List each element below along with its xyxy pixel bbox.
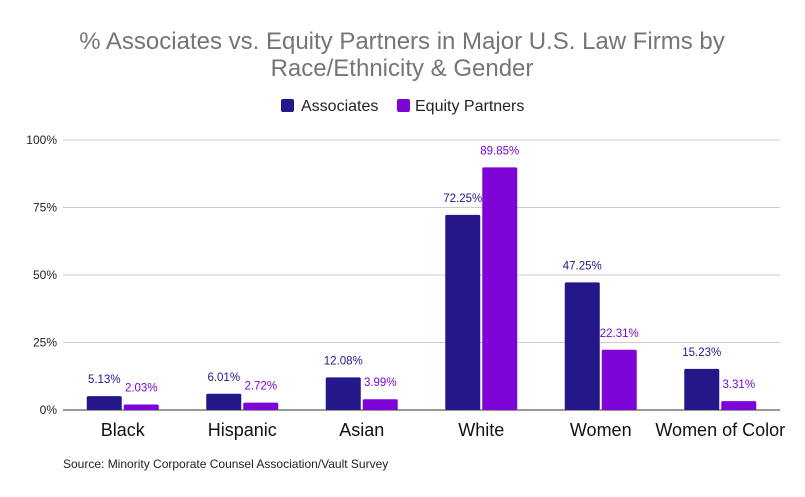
legend-swatch-equity-partners <box>397 99 410 112</box>
bar-equity-partners-black <box>123 404 159 410</box>
bar-equity-partners-hispanic <box>243 402 279 410</box>
data-label-equity-partners-black: 2.03% <box>125 383 158 395</box>
data-label-associates-black: 5.13% <box>88 374 121 386</box>
y-axis-ticks: 0% 25% 50% 75% 100% <box>26 133 57 417</box>
y-tick-label: 0% <box>40 403 58 417</box>
bar-equity-partners-white <box>482 167 518 410</box>
legend-swatch-associates <box>281 99 294 112</box>
y-tick-label: 100% <box>26 133 57 147</box>
bar-associates-black <box>86 396 122 410</box>
x-tick-label: White <box>458 420 504 440</box>
chart-title-line-2: Race/Ethnicity & Gender <box>271 55 534 82</box>
y-tick-label: 75% <box>33 201 57 215</box>
bar-equity-partners-asian <box>362 399 398 410</box>
gridlines <box>63 139 780 411</box>
data-label-associates-white: 72.25% <box>443 193 482 205</box>
legend-label-equity-partners: Equity Partners <box>415 98 524 115</box>
data-label-associates-women-of-color: 15.23% <box>682 347 721 359</box>
bar-associates-asian <box>325 377 361 410</box>
data-label-equity-partners-women: 22.31% <box>600 328 639 340</box>
x-tick-label: Women <box>570 420 632 440</box>
data-labels: 5.13% 2.03% 6.01% 2.72% 12.08%3.99% 72.25% 89.… <box>88 145 755 394</box>
x-tick-label: Black <box>101 420 146 440</box>
legend: Associates Equity Partners <box>281 98 524 115</box>
x-tick-label: Hispanic <box>208 420 277 440</box>
x-tick-label: Asian <box>339 420 384 440</box>
data-label-equity-partners-asian: 3.99% <box>364 377 397 389</box>
data-label-equity-partners-women-of-color: 3.31% <box>722 379 755 391</box>
data-label-equity-partners-white: 89.85% <box>480 145 519 157</box>
legend-label-associates: Associates <box>301 98 378 115</box>
bars <box>86 167 757 410</box>
x-axis-ticks: Black Hispanic Asian White Women Women of Col… <box>101 420 785 440</box>
y-tick-label: 25% <box>33 336 57 350</box>
bar-equity-partners-women-of-color <box>721 401 757 410</box>
bar-associates-women <box>564 282 600 410</box>
data-label-associates-women: 47.25% <box>563 260 602 272</box>
data-label-associates-hispanic: 6.01% <box>207 372 240 384</box>
bar-associates-white <box>445 214 481 410</box>
chart-title-line-1: % Associates vs. Equity Partners in Majo… <box>79 28 725 55</box>
data-label-equity-partners-hispanic: 2.72% <box>244 381 277 393</box>
y-tick-label: 50% <box>33 268 57 282</box>
data-label-associates-asian: 12.08% <box>324 355 363 367</box>
source-note: Source: Minority Corporate Counsel Assoc… <box>63 457 389 471</box>
bar-equity-partners-women <box>601 349 637 410</box>
bar-associates-women-of-color <box>684 368 720 410</box>
bar-associates-hispanic <box>206 393 242 410</box>
x-tick-label: Women of Color <box>655 420 785 440</box>
